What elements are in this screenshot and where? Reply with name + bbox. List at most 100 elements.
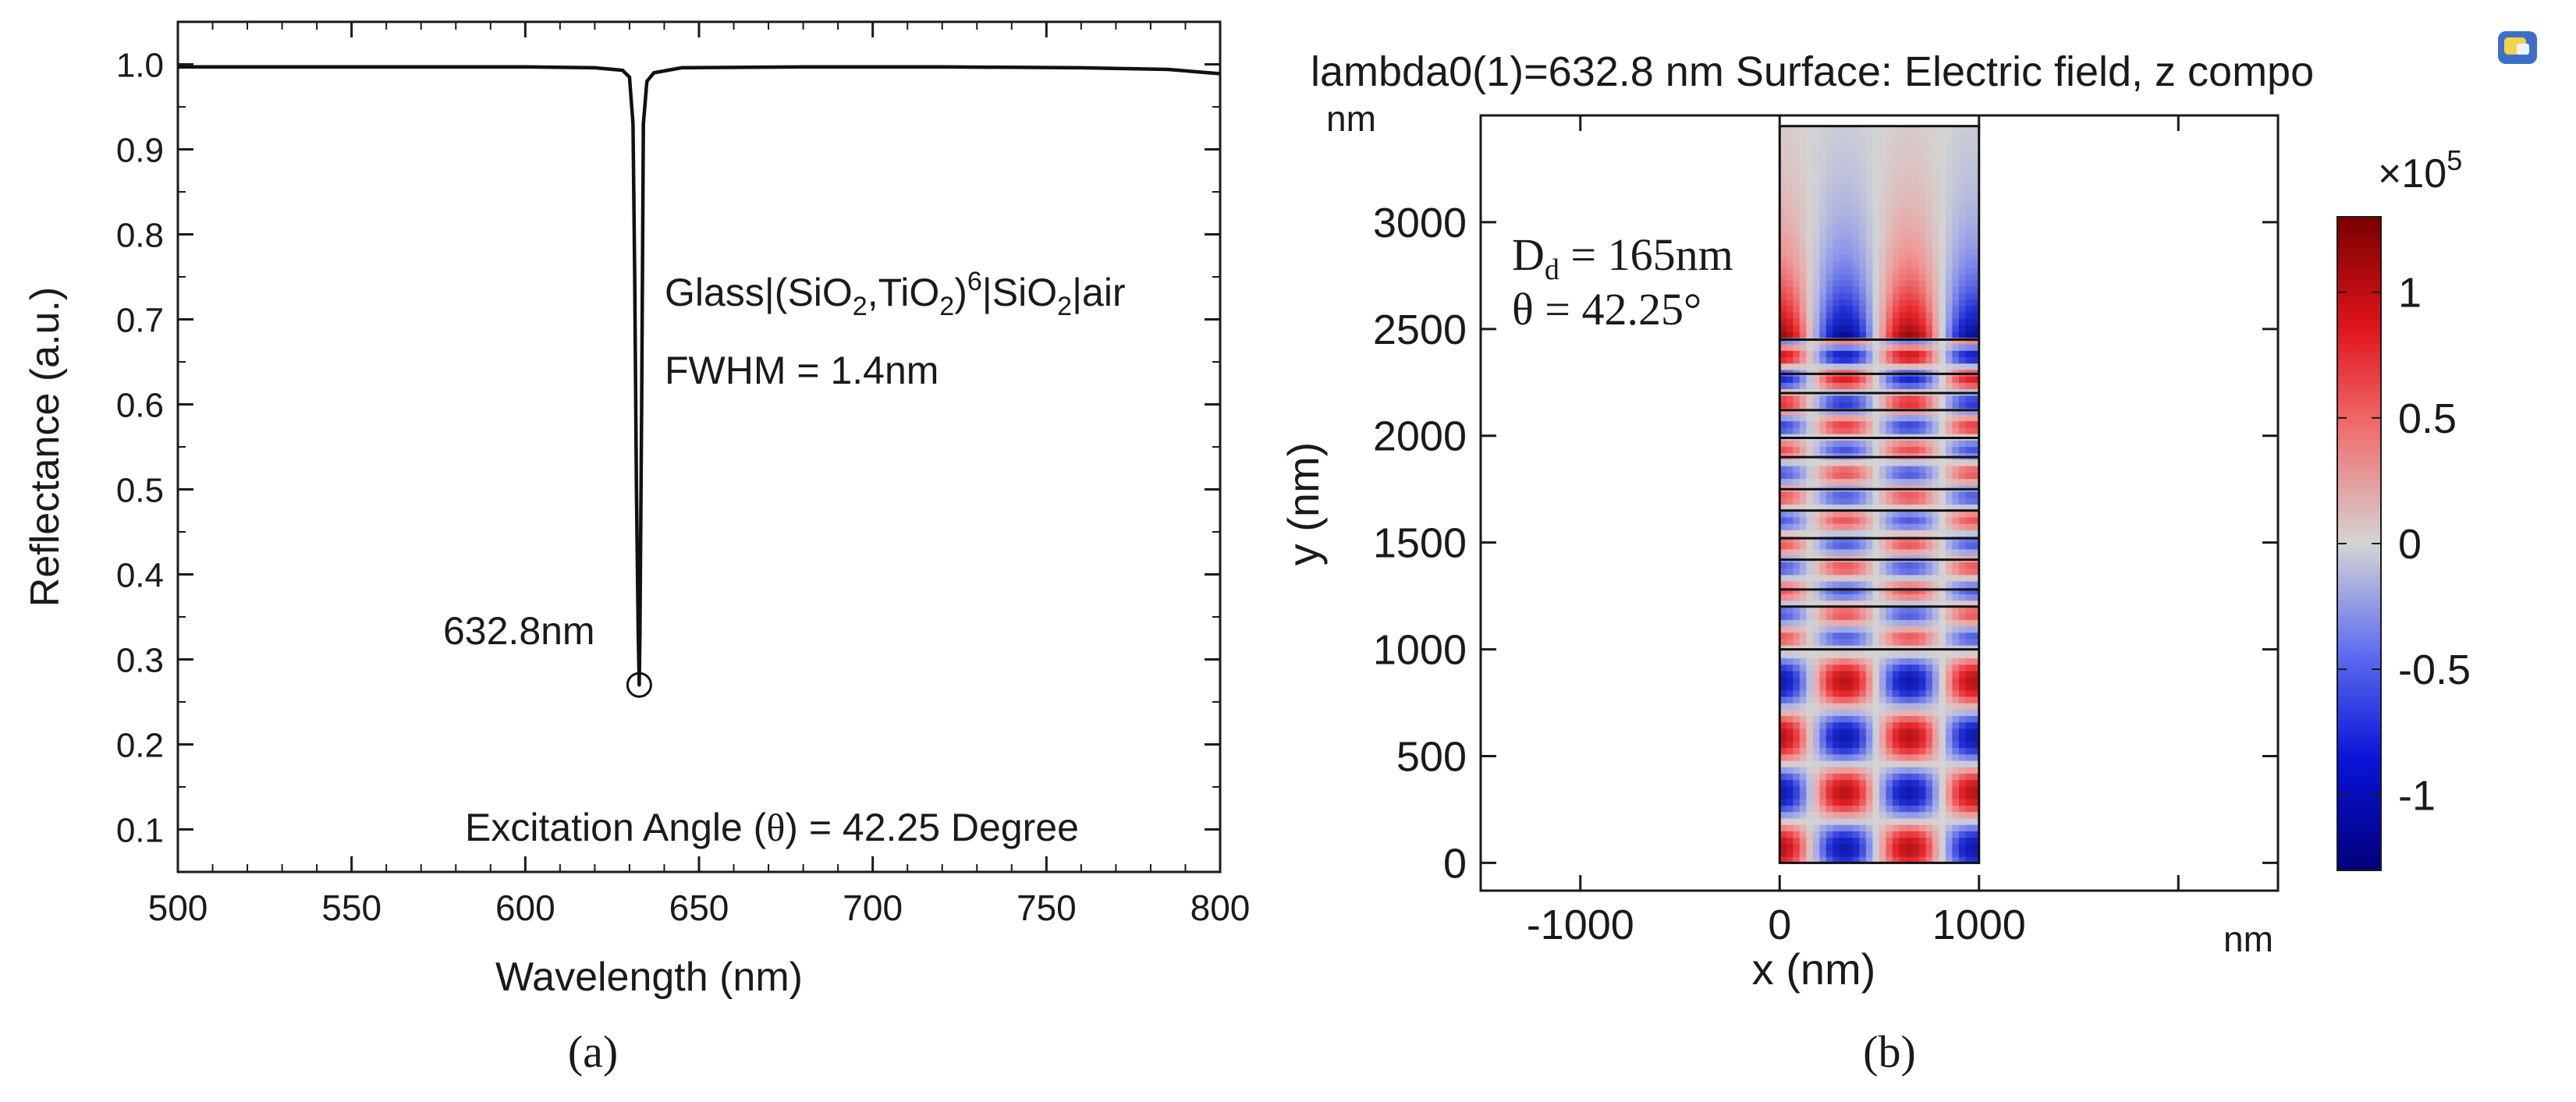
- field-cell: [1872, 376, 1880, 383]
- field-cell: [1859, 401, 1867, 409]
- field-cell: [1865, 337, 1873, 345]
- field-cell: [1932, 767, 1940, 774]
- field-cell: [1806, 241, 1814, 249]
- field-cell: [1905, 414, 1914, 422]
- field-cell: [1846, 613, 1854, 620]
- field-cell: [1819, 427, 1827, 434]
- field-cell: [1865, 779, 1873, 787]
- field-cell: [1925, 779, 1933, 787]
- field-cell: [1799, 331, 1807, 338]
- settings-badge-icon[interactable]: [2498, 31, 2537, 64]
- field-cell: [1932, 664, 1940, 671]
- field-cell: [1865, 709, 1873, 717]
- field-cell: [1879, 311, 1886, 319]
- field-cell: [1839, 292, 1847, 300]
- field-cell: [1833, 139, 1840, 146]
- field-cell: [1839, 350, 1847, 358]
- field-cell: [1865, 562, 1873, 569]
- field-cell: [1912, 331, 1920, 338]
- field-cell: [1793, 324, 1801, 332]
- field-cell: [1939, 401, 1946, 409]
- field-cell: [1952, 215, 1960, 223]
- field-cell: [1939, 215, 1946, 223]
- field-cell: [1819, 273, 1827, 281]
- panel-b-y-unit: nm: [1326, 98, 1376, 139]
- field-cell: [1865, 651, 1873, 659]
- field-cell: [1872, 696, 1880, 703]
- field-cell: [1886, 831, 1893, 838]
- field-cell: [1952, 811, 1960, 819]
- field-cell: [1971, 229, 1980, 236]
- field-cell: [1939, 516, 1946, 524]
- field-cell: [1892, 203, 1900, 211]
- field-cell: [1826, 299, 1833, 307]
- field-cell: [1945, 773, 1953, 781]
- field-cell: [1865, 344, 1873, 351]
- field-cell: [1965, 689, 1973, 697]
- field-cell: [1905, 625, 1914, 633]
- field-cell: [1939, 466, 1946, 473]
- field-cell: [1886, 279, 1893, 287]
- field-cell: [1793, 401, 1801, 409]
- field-cell: [1859, 376, 1867, 383]
- field-cell: [1826, 420, 1833, 428]
- field-cell: [1846, 632, 1854, 640]
- structure-sub1: 2: [853, 292, 868, 321]
- field-cell: [1779, 466, 1787, 473]
- field-cell: [1958, 337, 1967, 345]
- field-cell: [1833, 657, 1840, 665]
- field-cell: [1925, 594, 1933, 601]
- field-cell: [1872, 151, 1880, 159]
- field-cell: [1826, 773, 1833, 781]
- field-cell: [1952, 331, 1960, 338]
- field-cell: [1905, 241, 1914, 249]
- field-cell: [1852, 594, 1860, 601]
- dd-annotation: Dd = 165nm: [1512, 229, 1733, 286]
- field-cell: [1905, 721, 1914, 729]
- field-cell: [1839, 260, 1847, 268]
- field-cell: [1859, 145, 1867, 153]
- field-cell: [1819, 670, 1827, 678]
- field-cell: [1846, 728, 1854, 735]
- field-cell: [1826, 562, 1833, 569]
- field-cell: [1793, 741, 1801, 749]
- field-cell: [1879, 837, 1886, 845]
- field-cell: [1958, 625, 1967, 633]
- field-cell: [1872, 203, 1880, 211]
- field-cell: [1786, 619, 1794, 627]
- field-cell: [1833, 651, 1840, 659]
- field-cell: [1892, 594, 1900, 601]
- field-cell: [1833, 145, 1840, 153]
- field-cell: [1918, 677, 1927, 684]
- field-cell: [1971, 164, 1980, 172]
- field-cell: [1839, 498, 1847, 505]
- panel-a-label: (a): [568, 1026, 618, 1077]
- field-cell: [1879, 356, 1886, 364]
- field-cell: [1879, 209, 1886, 217]
- field-cell: [1965, 516, 1973, 524]
- field-cell: [1932, 267, 1940, 275]
- field-cell: [1819, 504, 1827, 512]
- field-cell: [1812, 331, 1820, 338]
- field-cell: [1833, 311, 1840, 319]
- field-cell: [1806, 594, 1814, 601]
- field-cell: [1846, 625, 1854, 633]
- field-cell: [1971, 741, 1980, 749]
- field-cell: [1839, 151, 1847, 159]
- field-cell: [1892, 670, 1900, 678]
- field-cell: [1806, 267, 1814, 275]
- field-cell: [1793, 253, 1801, 261]
- field-cell: [1912, 811, 1920, 819]
- field-cell: [1912, 197, 1920, 204]
- colorbar-tick-label: 0: [2398, 521, 2422, 568]
- field-cell: [1852, 491, 1860, 498]
- field-cell: [1799, 664, 1807, 671]
- field-cell: [1812, 478, 1820, 486]
- field-cell: [1833, 459, 1840, 466]
- field-cell: [1872, 651, 1880, 659]
- field-cell: [1899, 177, 1907, 185]
- field-cell: [1812, 689, 1820, 697]
- field-cell: [1859, 709, 1867, 717]
- field-cell: [1971, 504, 1980, 512]
